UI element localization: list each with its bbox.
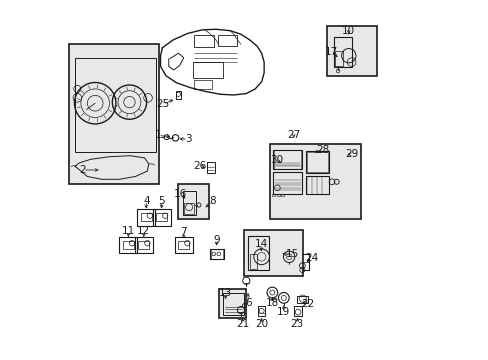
Text: 5: 5 <box>158 196 164 206</box>
Text: 26: 26 <box>193 161 206 171</box>
Text: 6: 6 <box>244 298 251 308</box>
Text: 17: 17 <box>324 47 337 57</box>
Bar <box>119 237 137 253</box>
Bar <box>210 249 224 259</box>
Bar <box>269 144 360 219</box>
Text: 18: 18 <box>265 298 279 308</box>
Text: 28: 28 <box>316 145 329 155</box>
Bar <box>272 194 275 196</box>
Bar <box>305 152 328 173</box>
Text: 9: 9 <box>213 235 220 245</box>
Bar <box>276 194 279 196</box>
Text: 14: 14 <box>254 239 267 249</box>
Text: 24: 24 <box>305 253 318 263</box>
Bar <box>178 240 189 249</box>
Text: 8: 8 <box>208 197 215 206</box>
Text: 16: 16 <box>174 189 187 199</box>
Text: 25: 25 <box>156 99 169 109</box>
Bar <box>326 26 376 76</box>
Bar <box>272 150 301 169</box>
Bar <box>335 51 343 66</box>
Text: 11: 11 <box>122 226 135 236</box>
Bar <box>156 213 166 221</box>
Bar <box>135 237 152 253</box>
Bar <box>258 306 264 316</box>
Text: 2: 2 <box>80 165 86 175</box>
Bar <box>137 210 155 226</box>
Bar <box>175 237 192 253</box>
Text: 12: 12 <box>137 226 150 236</box>
Bar <box>306 152 328 172</box>
Bar <box>210 249 223 258</box>
Bar <box>194 80 212 89</box>
Bar <box>219 289 246 318</box>
Text: 23: 23 <box>290 319 304 329</box>
Text: 20: 20 <box>255 319 267 329</box>
Bar <box>69 44 159 184</box>
Text: 4: 4 <box>142 196 149 206</box>
Text: 29: 29 <box>345 149 358 159</box>
Bar <box>223 293 244 315</box>
Text: 10: 10 <box>342 26 355 36</box>
Bar <box>305 176 328 194</box>
Bar <box>217 35 237 46</box>
Text: 22: 22 <box>301 299 314 309</box>
Bar <box>141 213 151 221</box>
Text: 3: 3 <box>184 134 191 144</box>
Text: 19: 19 <box>277 307 290 317</box>
Text: 1: 1 <box>154 130 161 140</box>
Text: 7: 7 <box>180 227 187 237</box>
Bar <box>176 91 180 99</box>
Bar <box>272 172 302 194</box>
Text: 30: 30 <box>269 156 283 165</box>
Bar <box>249 254 256 269</box>
Bar <box>192 62 223 78</box>
Bar <box>184 203 194 213</box>
Bar <box>273 150 300 168</box>
Text: 13: 13 <box>219 288 232 298</box>
Bar <box>138 240 149 249</box>
Bar <box>297 296 307 303</box>
Bar <box>206 162 214 173</box>
Text: 15: 15 <box>285 249 298 259</box>
Bar <box>281 194 283 196</box>
Bar <box>123 240 134 249</box>
Bar <box>244 230 303 276</box>
Text: 21: 21 <box>236 319 249 329</box>
Bar <box>194 35 214 47</box>
Bar <box>247 236 268 270</box>
Bar <box>293 306 302 316</box>
Bar <box>333 37 351 67</box>
Bar <box>152 210 170 226</box>
Text: 27: 27 <box>286 130 300 140</box>
Bar <box>178 184 208 219</box>
Bar <box>183 191 195 215</box>
Bar <box>75 58 156 153</box>
